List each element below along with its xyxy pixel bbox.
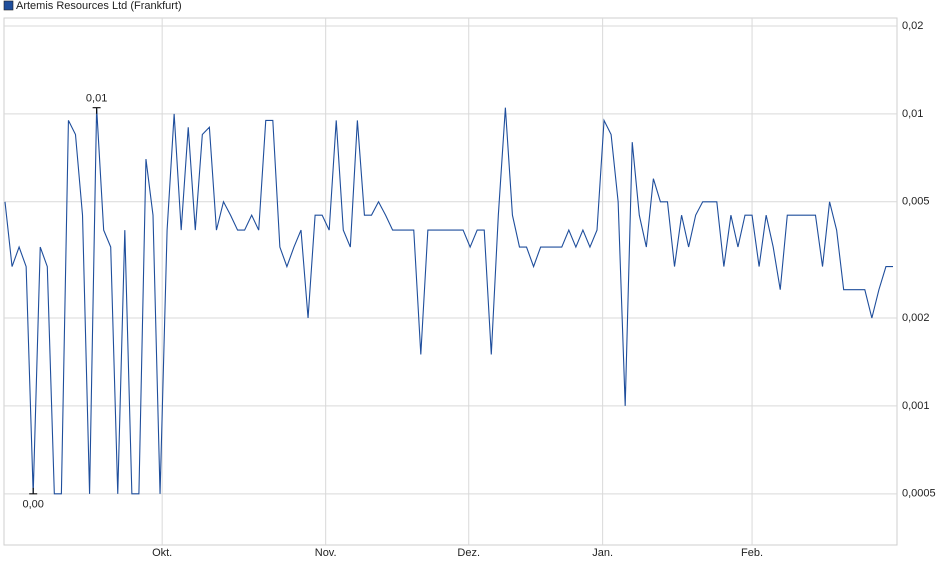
- annotation-marker: [92, 107, 101, 114]
- y-tick-label: 0,002: [902, 312, 930, 324]
- y-tick-label: 0,005: [902, 196, 930, 208]
- plot-frame: [3, 17, 898, 546]
- legend-swatch: [3, 0, 14, 11]
- legend-label: Artemis Resources Ltd (Frankfurt): [16, 0, 182, 12]
- y-tick-label: 0,01: [902, 108, 923, 120]
- y-tick-label: 0,001: [902, 400, 930, 412]
- x-tick-label: Jan.: [592, 547, 613, 559]
- annotation-marker: [29, 487, 38, 495]
- price-line: [4, 107, 893, 495]
- x-tick-label: Nov.: [315, 547, 337, 559]
- annotation-label: 0,00: [22, 499, 43, 511]
- y-tick-label: 0,0005: [902, 488, 936, 500]
- annotation-label: 0,01: [86, 93, 107, 105]
- x-tick-label: Okt.: [152, 547, 172, 559]
- x-tick-label: Feb.: [741, 547, 763, 559]
- x-tick-label: Dez.: [457, 547, 480, 559]
- y-tick-label: 0,02: [902, 20, 923, 32]
